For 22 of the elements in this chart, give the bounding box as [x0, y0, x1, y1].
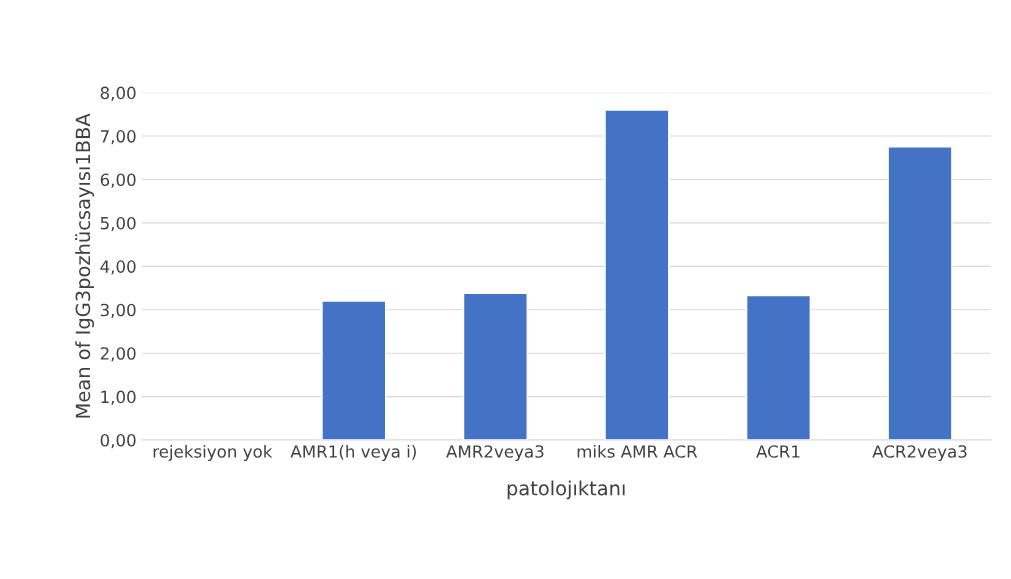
- y-tick-label: 1,00: [101, 390, 136, 405]
- x-tick-label: ACR2veya3: [872, 445, 967, 462]
- bar: [462, 292, 528, 441]
- y-tick-label: 2,00: [100, 347, 136, 362]
- x-axis-title: patolojıktanı: [507, 480, 625, 500]
- y-axis-title: Mean of IgG3pozhücsayısı1BBA: [75, 113, 95, 418]
- bar: [745, 294, 812, 441]
- x-tick-label: AMR2veya3: [446, 445, 544, 462]
- x-tick-label: AMR1(h veya i): [290, 444, 416, 462]
- y-tick-label: 3,00: [100, 303, 136, 319]
- y-tick-label: 4,00: [100, 260, 136, 275]
- y-tick-label: 5,00: [100, 216, 136, 232]
- bar: [604, 109, 670, 441]
- y-tick-label: 8,00: [100, 86, 136, 101]
- y-tick-label: 7,00: [100, 130, 136, 145]
- x-tick-label: ACR1: [756, 445, 800, 458]
- y-tick-label: 6,00: [100, 173, 136, 188]
- bar: [321, 300, 387, 441]
- y-tick-label: 0,00: [100, 434, 136, 449]
- x-tick-label: miks AMR ACR: [577, 444, 698, 458]
- x-tick-label: rejeksiyon yok: [153, 444, 273, 462]
- bar: [887, 146, 953, 441]
